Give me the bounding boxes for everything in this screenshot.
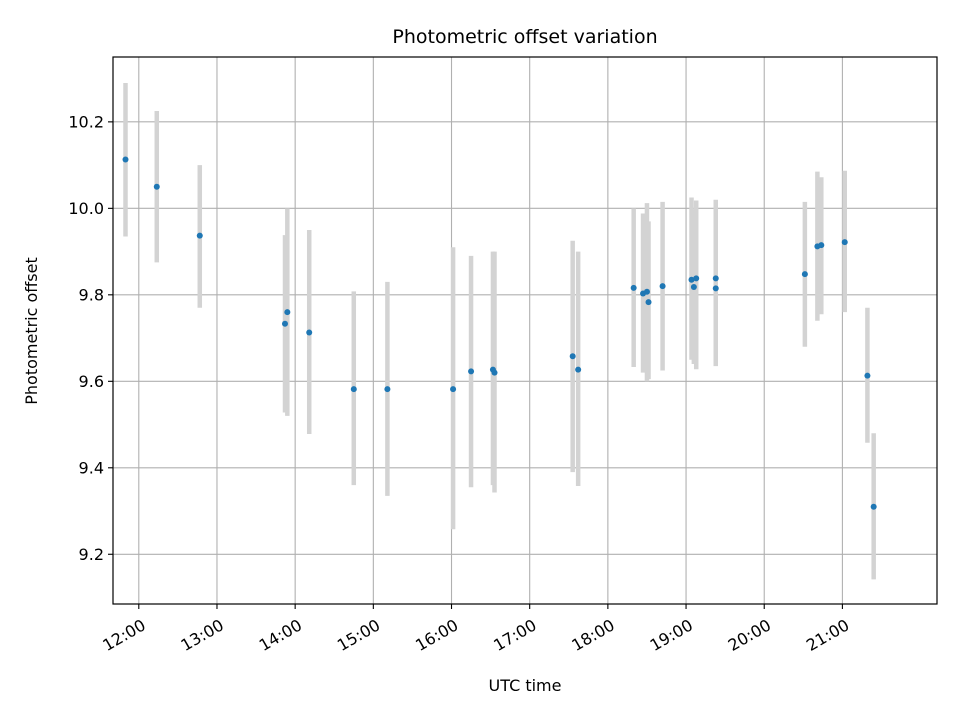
- data-point: [870, 503, 877, 510]
- data-point: [153, 183, 160, 190]
- data-point: [450, 386, 457, 393]
- y-axis-label: Photometric offset: [22, 257, 41, 405]
- y-tick-label: 9.2: [79, 545, 104, 564]
- data-point: [688, 276, 695, 283]
- data-point: [384, 386, 391, 393]
- data-point: [690, 284, 697, 291]
- data-point: [645, 299, 652, 306]
- data-point: [281, 320, 288, 327]
- chart-title: Photometric offset variation: [392, 26, 657, 48]
- data-point: [468, 368, 475, 375]
- data-point: [693, 275, 700, 282]
- y-tick-label: 9.4: [79, 458, 104, 477]
- data-point: [196, 232, 203, 239]
- data-point: [350, 386, 357, 393]
- y-tick-label: 10.2: [68, 112, 104, 131]
- data-point: [659, 283, 666, 290]
- data-point: [643, 288, 650, 295]
- plot-area-frame: [112, 56, 938, 605]
- data-point: [575, 366, 582, 373]
- data-point: [818, 242, 825, 249]
- y-tick-label: 10.0: [68, 199, 104, 218]
- data-point: [306, 329, 313, 336]
- data-point: [569, 353, 576, 360]
- data-point: [801, 271, 808, 278]
- data-point: [841, 239, 848, 246]
- data-point: [630, 284, 637, 291]
- y-tick-label: 9.8: [79, 285, 104, 304]
- x-axis-label: UTC time: [489, 676, 562, 695]
- y-axis-ticks: 9.2 9.4 9.6 9.8 10.0 10.2: [68, 112, 113, 564]
- data-point: [491, 369, 498, 376]
- y-tick-label: 9.6: [79, 372, 104, 391]
- data-point: [284, 309, 291, 316]
- data-point: [864, 372, 871, 379]
- data-points: [122, 156, 877, 510]
- data-point: [122, 156, 129, 163]
- data-point: [712, 285, 719, 292]
- data-point: [712, 275, 719, 282]
